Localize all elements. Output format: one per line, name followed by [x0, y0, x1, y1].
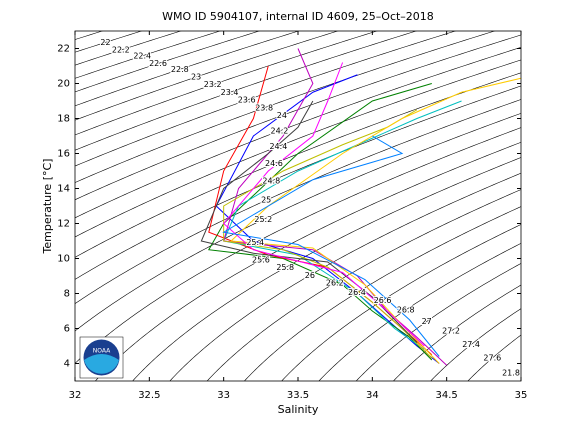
density-contour: [75, 59, 521, 238]
y-tick-label: 14: [57, 184, 70, 195]
density-contour: [75, 113, 521, 332]
contour-label: 25.2: [254, 215, 272, 224]
profile-line: [207, 83, 433, 361]
contour-label: 27.4: [462, 340, 480, 349]
contour-label: 25.6: [252, 255, 270, 264]
profile-line: [222, 62, 425, 347]
x-tick-label: 34: [366, 390, 379, 401]
y-tick-label: 12: [57, 219, 70, 230]
x-tick-label: 32.5: [138, 390, 160, 401]
profiles: [200, 48, 521, 366]
y-tick-label: 10: [57, 254, 70, 265]
density-contour: [75, 31, 300, 107]
contour-label: 26.4: [348, 288, 366, 297]
density-contour: [75, 31, 339, 121]
contour-label: 22.6: [149, 59, 167, 68]
x-tick-label: 32: [69, 390, 82, 401]
axes: 32 32.5 33 33.5 34 34.5 35 4 6 8 10 12 14 16 18 20 22: [57, 31, 527, 401]
y-tick-label: 18: [57, 114, 70, 125]
contour-label: 23.4: [221, 88, 239, 97]
density-contour: [467, 334, 521, 381]
y-tick-label: 20: [57, 79, 70, 90]
contour-label: 23: [191, 73, 201, 82]
contour-label: 24.4: [269, 142, 287, 151]
density-contour: [355, 263, 521, 381]
density-contour: [243, 206, 521, 381]
contour-label: 23.8: [255, 103, 273, 112]
contour-label: 25.8: [276, 263, 294, 272]
contour-label: 23.2: [204, 80, 222, 89]
x-tick-label: 34.5: [436, 390, 458, 401]
y-tick-label: 8: [64, 289, 70, 300]
density-contour: [75, 31, 261, 93]
logo: NOAA: [79, 336, 124, 379]
contour-label: 26.2: [326, 279, 344, 288]
y-tick-label: 4: [64, 359, 70, 370]
x-axis-label: Salinity: [278, 403, 319, 416]
contour-label: 27.6: [483, 354, 501, 363]
contour-label: 26.8: [397, 305, 415, 314]
contour-label: 22: [100, 38, 110, 47]
density-contour: [75, 46, 521, 219]
contour-label: 24.2: [271, 126, 289, 135]
y-tick-label: 6: [64, 324, 70, 335]
density-contour: [392, 284, 521, 381]
density-contour: [75, 31, 182, 66]
density-contour: [75, 31, 378, 136]
density-contour: [206, 189, 521, 381]
contour-label: 23.6: [238, 96, 256, 105]
y-tick-label: 22: [57, 44, 70, 55]
profile-line: [229, 77, 521, 364]
density-contour: [75, 99, 521, 305]
chart-title: WMO ID 5904107, internal ID 4609, 25–Oct…: [162, 10, 434, 23]
contour-label: 21.8: [502, 369, 520, 378]
contour-label: 26: [305, 271, 315, 280]
density-contour: [281, 224, 521, 381]
density-contour: [75, 31, 221, 79]
density-contour: [318, 242, 521, 381]
x-tick-label: 35: [515, 390, 528, 401]
density-contour: [75, 31, 418, 151]
contour-label: 22.4: [133, 51, 151, 60]
profile-line: [223, 48, 448, 366]
x-tick-label: 33.5: [287, 390, 309, 401]
contour-label: 22.2: [112, 46, 130, 55]
contour-label: 24: [277, 111, 287, 120]
profile-line: [222, 100, 462, 350]
plot-area: [75, 31, 521, 381]
density-contour: [430, 308, 521, 381]
contour-label: 26.6: [374, 296, 392, 305]
contour-label: 22.8: [171, 65, 189, 74]
contour-label: 25.4: [246, 238, 264, 247]
profile-line: [223, 109, 433, 359]
density-contour: [75, 127, 521, 364]
contours: [75, 31, 521, 381]
contour-label: 24.8: [262, 176, 280, 185]
y-axis-label: Temperature [°C]: [41, 159, 54, 255]
density-contour: [75, 31, 457, 167]
logo-wave: [84, 354, 119, 374]
contour-label: 24.6: [265, 159, 283, 168]
density-contour: [75, 31, 143, 53]
profile-line: [222, 135, 440, 357]
density-contour: [75, 34, 521, 201]
contour-label: 27.2: [442, 327, 460, 336]
contour-label: 25: [261, 196, 271, 205]
density-contour: [169, 172, 521, 381]
x-tick-label: 33: [217, 390, 230, 401]
y-tick-label: 16: [57, 149, 70, 160]
density-contour: [132, 157, 521, 381]
density-contour: [94, 141, 521, 381]
contour-label: 27: [422, 317, 432, 326]
density-contour: [75, 72, 521, 258]
logo-text: NOAA: [93, 348, 111, 355]
